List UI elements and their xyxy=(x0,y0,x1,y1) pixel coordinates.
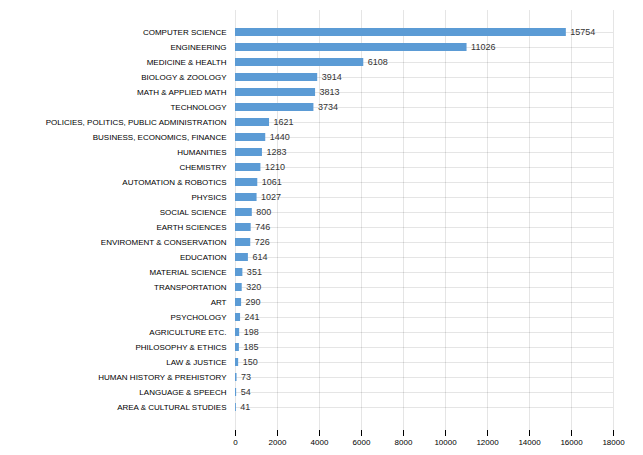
svg-text:351: 351 xyxy=(247,267,262,277)
svg-text:TRANSPORTATION: TRANSPORTATION xyxy=(154,283,227,292)
svg-text:16000: 16000 xyxy=(560,438,583,447)
svg-text:614: 614 xyxy=(252,252,267,262)
svg-text:ENGINEERING: ENGINEERING xyxy=(170,43,226,52)
svg-text:726: 726 xyxy=(255,237,270,247)
svg-text:54: 54 xyxy=(241,387,251,397)
svg-text:3734: 3734 xyxy=(318,102,338,112)
svg-text:1061: 1061 xyxy=(262,177,282,187)
svg-text:1621: 1621 xyxy=(274,117,294,127)
svg-text:14000: 14000 xyxy=(518,438,541,447)
svg-text:LAW & JUSTICE: LAW & JUSTICE xyxy=(166,358,226,367)
svg-text:3914: 3914 xyxy=(322,72,342,82)
svg-text:ENVIROMENT & CONSERVATION: ENVIROMENT & CONSERVATION xyxy=(101,238,227,247)
svg-text:AREA & CULTURAL STUDIES: AREA & CULTURAL STUDIES xyxy=(117,403,226,412)
svg-text:AGRICULTURE ETC.: AGRICULTURE ETC. xyxy=(149,328,226,337)
svg-text:PSYCHOLOGY: PSYCHOLOGY xyxy=(170,313,227,322)
svg-text:BUSINESS, ECONOMICS, FINANCE: BUSINESS, ECONOMICS, FINANCE xyxy=(93,133,227,142)
svg-text:0: 0 xyxy=(233,438,238,447)
svg-text:241: 241 xyxy=(245,312,260,322)
svg-text:BIOLOGY & ZOOLOGY: BIOLOGY & ZOOLOGY xyxy=(141,73,227,82)
svg-text:73: 73 xyxy=(241,372,251,382)
svg-text:6108: 6108 xyxy=(368,57,388,67)
svg-text:1283: 1283 xyxy=(266,147,286,157)
svg-text:746: 746 xyxy=(255,222,270,232)
svg-text:MATH & APPLIED MATH: MATH & APPLIED MATH xyxy=(137,88,227,97)
svg-text:MATERIAL SCIENCE: MATERIAL SCIENCE xyxy=(150,268,227,277)
svg-text:POLICIES, POLITICS, PUBLIC ADM: POLICIES, POLITICS, PUBLIC ADMINISTRATIO… xyxy=(46,118,227,127)
svg-text:290: 290 xyxy=(246,297,261,307)
svg-text:CHEMISTRY: CHEMISTRY xyxy=(180,163,228,172)
svg-text:SOCIAL SCIENCE: SOCIAL SCIENCE xyxy=(160,208,227,217)
svg-text:1027: 1027 xyxy=(261,192,281,202)
svg-text:10000: 10000 xyxy=(434,438,457,447)
svg-text:41: 41 xyxy=(240,402,250,412)
svg-text:AUTOMATION & ROBOTICS: AUTOMATION & ROBOTICS xyxy=(122,178,226,187)
svg-text:12000: 12000 xyxy=(476,438,499,447)
svg-text:18000: 18000 xyxy=(602,438,625,447)
svg-text:PHILOSOPHY & ETHICS: PHILOSOPHY & ETHICS xyxy=(136,343,227,352)
svg-text:ART: ART xyxy=(211,298,227,307)
svg-text:185: 185 xyxy=(243,342,258,352)
svg-text:6000: 6000 xyxy=(353,438,371,447)
svg-text:COMPUTER SCIENCE: COMPUTER SCIENCE xyxy=(143,28,227,37)
svg-text:1210: 1210 xyxy=(265,162,285,172)
svg-text:LANGUAGE & SPEECH: LANGUAGE & SPEECH xyxy=(139,388,226,397)
svg-text:800: 800 xyxy=(256,207,271,217)
svg-text:150: 150 xyxy=(243,357,258,367)
svg-text:320: 320 xyxy=(246,282,261,292)
svg-text:3813: 3813 xyxy=(320,87,340,97)
svg-text:TECHNOLOGY: TECHNOLOGY xyxy=(170,103,227,112)
svg-text:EDUCATION: EDUCATION xyxy=(180,253,227,262)
svg-text:HUMAN HISTORY & PREHISTORY: HUMAN HISTORY & PREHISTORY xyxy=(98,373,227,382)
svg-text:MEDICINE & HEALTH: MEDICINE & HEALTH xyxy=(147,58,227,67)
svg-text:2000: 2000 xyxy=(269,438,287,447)
svg-text:PHYSICS: PHYSICS xyxy=(191,193,226,202)
svg-text:EARTH SCIENCES: EARTH SCIENCES xyxy=(156,223,226,232)
svg-text:15754: 15754 xyxy=(570,27,595,37)
svg-text:11026: 11026 xyxy=(471,42,495,52)
svg-text:1440: 1440 xyxy=(270,132,290,142)
svg-text:8000: 8000 xyxy=(395,438,413,447)
svg-text:HUMANITIES: HUMANITIES xyxy=(177,148,226,157)
svg-text:4000: 4000 xyxy=(311,438,329,447)
svg-text:198: 198 xyxy=(244,327,259,337)
